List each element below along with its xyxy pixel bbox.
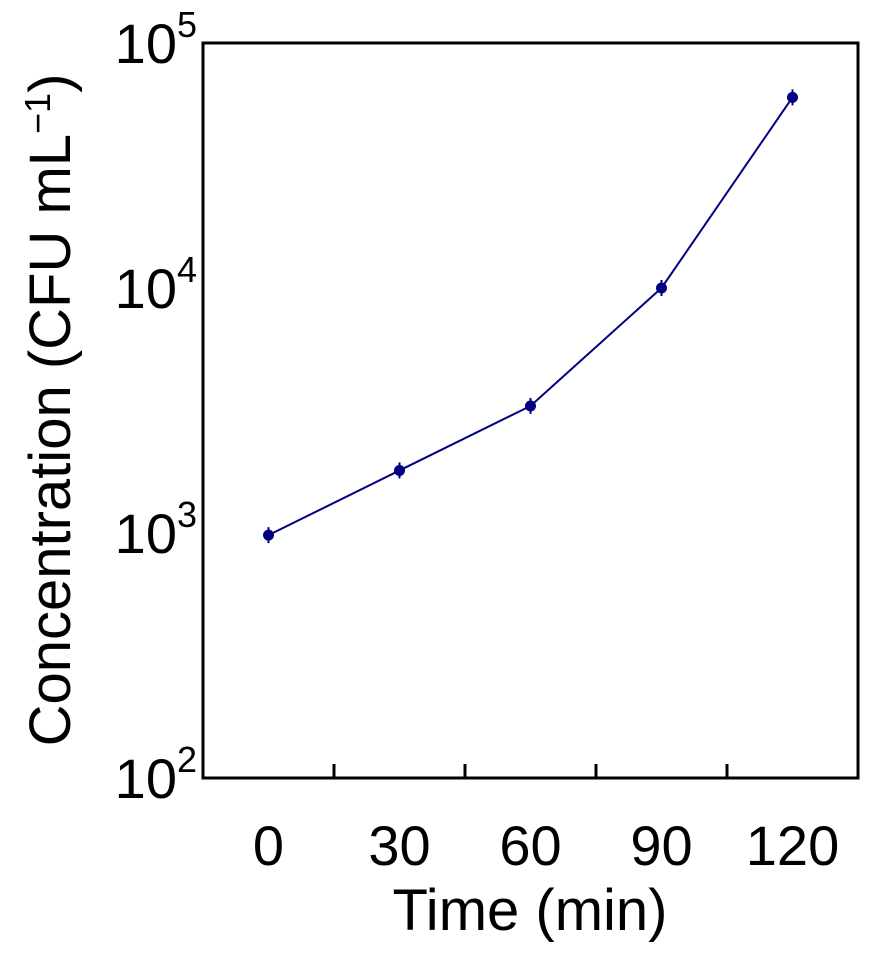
y-axis-title-close: ) — [18, 74, 83, 93]
x-tick-label: 90 — [630, 814, 692, 877]
y-tick-label: 102 — [115, 739, 197, 810]
series-line — [268, 96, 794, 537]
x-axis-ticks: 0 30 60 90 120 — [253, 764, 839, 877]
data-point — [525, 400, 536, 412]
y-axis-title: Concentration (CFU mL−1) — [17, 74, 84, 747]
x-tick-label: 0 — [253, 814, 284, 877]
x-tick-label: 60 — [499, 814, 561, 877]
y-axis-title-main: Concentration (CFU mL — [18, 134, 83, 746]
data-point — [656, 282, 667, 294]
x-axis-title: Time (min) — [393, 878, 668, 943]
y-tick-label: 104 — [115, 249, 197, 320]
x-tick-label: 30 — [368, 814, 430, 877]
x-tick-label: 120 — [746, 814, 839, 877]
y-axis-title-superscript: −1 — [17, 93, 58, 134]
data-series — [263, 89, 798, 544]
y-axis-ticks: 102 103 104 105 — [115, 4, 197, 810]
y-tick-label: 103 — [115, 494, 197, 565]
y-tick-label: 105 — [115, 4, 197, 75]
data-point — [394, 464, 405, 476]
data-point — [787, 91, 798, 103]
data-point — [263, 529, 274, 541]
plot-frame — [201, 41, 860, 780]
